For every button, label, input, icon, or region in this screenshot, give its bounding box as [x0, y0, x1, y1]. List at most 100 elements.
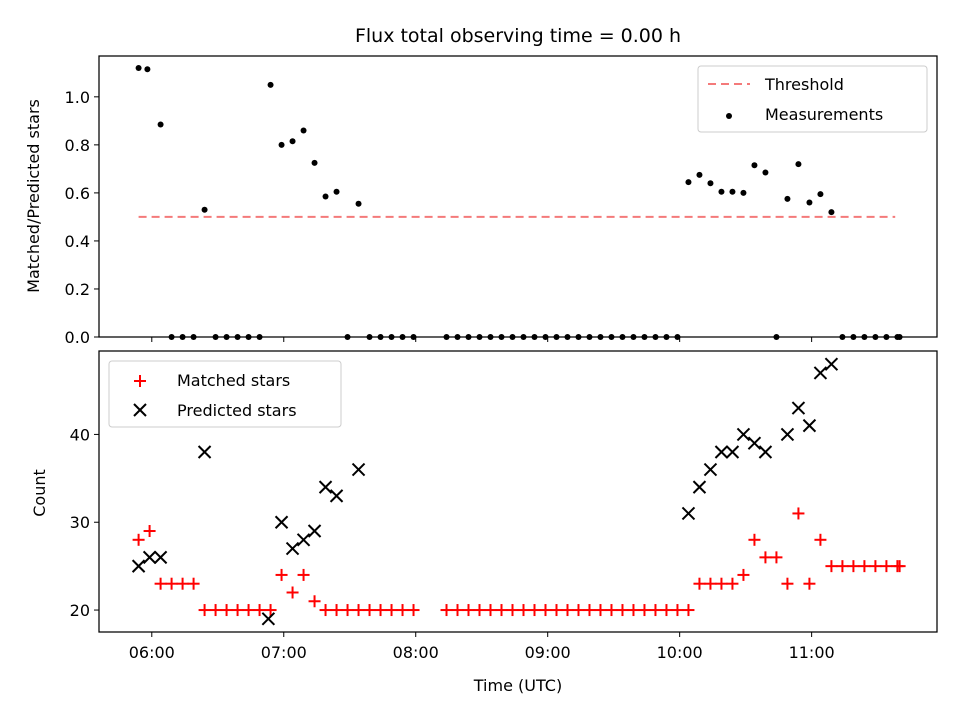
measurement-point — [784, 195, 791, 202]
matched-star-point — [308, 595, 321, 608]
matched-star-point — [165, 577, 178, 590]
matched-star-point — [759, 551, 772, 564]
bottom-x-tick-label: 08:00 — [393, 643, 439, 662]
measurement-point — [751, 162, 758, 169]
predicted-star-point — [261, 612, 276, 626]
matched-star-point — [893, 560, 906, 573]
matched-star-point — [715, 577, 728, 590]
measurement-point — [740, 189, 747, 196]
measurement-point — [201, 206, 208, 213]
measurement-point — [144, 66, 151, 73]
top-y-tick-label: 0.2 — [65, 280, 90, 299]
threshold-legend-label: Threshold — [764, 75, 844, 94]
predicted-star-point — [329, 489, 344, 503]
measurement-point — [828, 209, 835, 216]
matched-star-point — [341, 604, 354, 617]
matched-star-point — [319, 604, 332, 617]
top-legend: Threshold Measurements — [697, 65, 928, 133]
measurement-point — [289, 138, 296, 145]
top-plot-frame — [98, 55, 938, 338]
predicted-star-point — [802, 418, 817, 433]
measurement-point — [685, 179, 692, 186]
measurement-point — [707, 180, 714, 187]
matched-star-point — [253, 604, 266, 617]
bottom-x-tick-label: 07:00 — [261, 643, 307, 662]
top-y-tick-label: 0.6 — [65, 184, 90, 203]
matched-star-point — [748, 533, 761, 546]
top-y-axis-label: Matched/Predicted stars — [24, 99, 43, 293]
predicted-star-point — [725, 445, 740, 459]
measurement-point — [157, 121, 164, 128]
measurement-point — [311, 159, 318, 166]
bottom-x-tick-label: 10:00 — [657, 643, 703, 662]
matched-star-point — [176, 577, 189, 590]
matched-star-point — [858, 560, 871, 573]
top-y-tick-label: 1.0 — [65, 88, 90, 107]
matched-star-point — [561, 604, 574, 617]
predicted-star-point — [736, 427, 751, 442]
matched-star-point — [440, 604, 453, 617]
top-y-tick-label: 0.8 — [65, 136, 90, 155]
matched-star-point — [132, 533, 145, 546]
matched-star-point — [517, 604, 530, 617]
matched-star-point — [814, 533, 827, 546]
measurement-point — [135, 65, 142, 72]
predicted-star-point — [714, 445, 729, 459]
predicted-star-point — [824, 357, 839, 371]
measurement-point — [795, 161, 802, 168]
bottom-x-tick-label: 06:00 — [129, 643, 175, 662]
matched-star-point — [803, 577, 816, 590]
predicted-star-point — [747, 436, 762, 450]
measurement-point — [300, 127, 307, 134]
bottom-plot-area — [131, 357, 906, 626]
predicted-star-point — [153, 550, 168, 565]
matched-star-point — [352, 604, 365, 617]
matched-star-point — [583, 604, 596, 617]
matched-star-point — [781, 577, 794, 590]
matched-star-point — [737, 568, 750, 581]
predicted-star-point — [296, 533, 311, 547]
matched-star-point — [649, 604, 662, 617]
matched-star-point — [220, 604, 233, 617]
matched-star-point — [297, 568, 310, 581]
bottom-legend: Matched stars Predicted stars — [108, 360, 342, 428]
matched-star-point — [660, 604, 673, 617]
measurement-point — [355, 200, 362, 207]
matched-star-point — [198, 604, 211, 617]
measurement-point — [696, 171, 703, 178]
predicted-star-point — [318, 480, 333, 494]
predicted-star-point — [131, 559, 146, 573]
matched-stars-legend-label: Matched stars — [177, 371, 290, 390]
matched-star-point — [495, 604, 508, 617]
predicted-star-point — [681, 506, 696, 521]
matched-star-point — [209, 604, 222, 617]
matched-star-point — [825, 560, 838, 573]
predicted-stars-legend-label: Predicted stars — [177, 401, 297, 420]
measurements-legend-swatch — [726, 113, 732, 119]
predicted-star-point — [351, 462, 366, 477]
bottom-y-tick-label: 40 — [70, 425, 90, 444]
measurement-point — [267, 81, 274, 88]
predicted-star-point — [692, 480, 707, 494]
measurement-point — [817, 191, 824, 198]
bottom-y-tick-label: 30 — [70, 513, 90, 532]
matched-star-point — [770, 551, 783, 564]
top-chart-title: Flux total observing time = 0.00 h — [355, 25, 681, 47]
measurement-point — [762, 169, 769, 176]
matched-star-point — [451, 604, 464, 617]
matched-star-point — [605, 604, 618, 617]
matched-star-point — [484, 604, 497, 617]
matched-star-point — [616, 604, 629, 617]
predicted-star-point — [142, 550, 157, 565]
predicted-star-point — [197, 445, 212, 459]
matched-star-point — [671, 604, 684, 617]
matched-star-point — [275, 568, 288, 581]
measurement-point — [333, 188, 340, 195]
matched-star-point — [550, 604, 563, 617]
measurement-point — [729, 188, 736, 195]
bottom-x-tick-label: 11:00 — [789, 643, 835, 662]
bottom-x-tick-label: 09:00 — [525, 643, 571, 662]
measurements-legend-label: Measurements — [765, 105, 883, 124]
predicted-star-point — [791, 401, 806, 415]
matched-star-point — [594, 604, 607, 617]
